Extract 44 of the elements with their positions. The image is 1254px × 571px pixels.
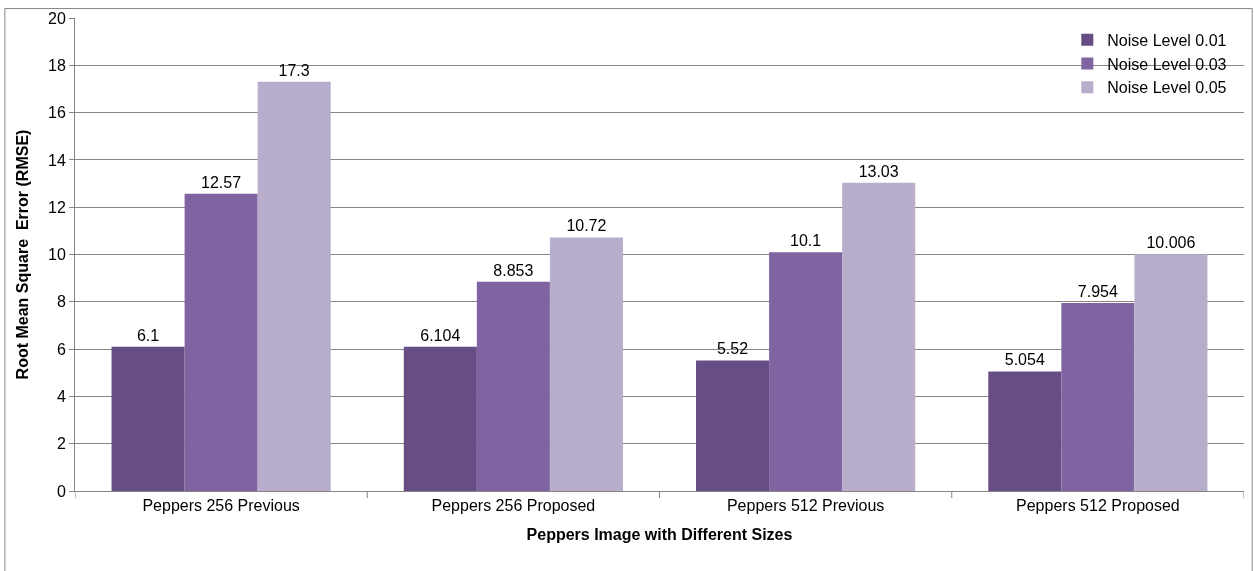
data-label: 13.03 xyxy=(858,162,899,180)
bar xyxy=(1061,302,1135,491)
y-tick-label: 6 xyxy=(56,340,66,358)
y-tick-label: 12 xyxy=(48,198,66,216)
legend-label: Noise Level 0.01 xyxy=(1107,31,1227,49)
bar xyxy=(842,182,916,491)
bar xyxy=(988,371,1062,491)
data-label: 17.3 xyxy=(278,61,310,79)
bar xyxy=(549,237,623,491)
bar xyxy=(184,193,258,491)
y-tick-label: 4 xyxy=(56,388,66,405)
bar xyxy=(696,360,770,491)
data-label: 5.52 xyxy=(716,340,749,358)
data-label: 5.054 xyxy=(1004,351,1045,369)
data-label: 10.72 xyxy=(566,217,607,235)
data-label: 7.954 xyxy=(1077,282,1118,300)
bar xyxy=(257,81,331,491)
y-axis-title: Root Mean Square Error (RMSE) xyxy=(13,129,31,380)
y-tick-label: 14 xyxy=(48,151,66,169)
bar xyxy=(111,346,185,491)
x-tick-label: Peppers 256 Previous xyxy=(142,497,300,515)
data-label: 12.57 xyxy=(201,173,242,191)
y-tick-label: 16 xyxy=(48,104,66,122)
x-tick-label: Peppers 256 Proposed xyxy=(431,497,596,515)
x-axis-title: Peppers Image with Different Sizes xyxy=(526,525,793,543)
x-tick-label: Peppers 512 Previous xyxy=(726,497,885,515)
data-label: 6.1 xyxy=(136,326,160,344)
y-tick-label: 20 xyxy=(48,9,66,27)
bar xyxy=(403,346,477,491)
bar xyxy=(1134,254,1208,491)
bar xyxy=(769,252,843,491)
y-tick-label: 10 xyxy=(48,246,66,264)
legend-label: Noise Level 0.03 xyxy=(1107,55,1227,73)
y-tick-label: 18 xyxy=(48,56,66,74)
data-label: 10.1 xyxy=(790,232,822,250)
legend-label: Noise Level 0.05 xyxy=(1107,79,1227,97)
y-tick-label: 8 xyxy=(56,293,66,311)
y-tick-label: 0 xyxy=(56,482,66,500)
data-label: 6.104 xyxy=(420,326,461,344)
bar xyxy=(476,281,550,491)
x-tick-label: Peppers 512 Proposed xyxy=(1016,497,1180,515)
data-label: 8.853 xyxy=(493,261,534,279)
y-tick-label: 2 xyxy=(56,435,66,453)
data-label: 10.006 xyxy=(1146,234,1196,252)
